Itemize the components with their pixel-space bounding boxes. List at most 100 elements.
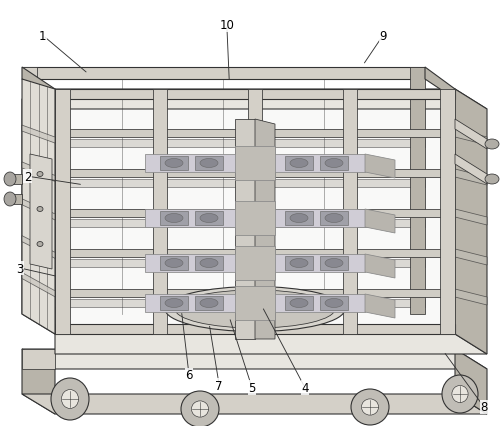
Polygon shape	[22, 126, 55, 144]
Polygon shape	[455, 249, 487, 265]
Ellipse shape	[165, 287, 345, 332]
Polygon shape	[455, 289, 487, 305]
Polygon shape	[455, 170, 487, 186]
Ellipse shape	[51, 378, 89, 420]
Text: 6: 6	[185, 368, 193, 381]
Polygon shape	[195, 296, 223, 310]
Polygon shape	[55, 324, 455, 334]
Ellipse shape	[200, 214, 218, 223]
Polygon shape	[55, 130, 455, 138]
Ellipse shape	[4, 193, 16, 207]
Text: 8: 8	[480, 400, 487, 413]
Polygon shape	[55, 289, 455, 297]
Polygon shape	[22, 349, 55, 414]
Polygon shape	[455, 155, 487, 184]
Ellipse shape	[485, 140, 499, 150]
Polygon shape	[22, 68, 425, 80]
Text: 9: 9	[380, 30, 387, 43]
Text: 2: 2	[24, 170, 31, 183]
Ellipse shape	[442, 375, 478, 413]
Polygon shape	[235, 120, 255, 339]
Ellipse shape	[290, 214, 308, 223]
Ellipse shape	[200, 299, 218, 308]
Ellipse shape	[325, 299, 343, 308]
Polygon shape	[285, 157, 313, 170]
Polygon shape	[455, 120, 487, 150]
Polygon shape	[22, 236, 55, 259]
Polygon shape	[195, 157, 223, 170]
Polygon shape	[455, 210, 487, 225]
Ellipse shape	[200, 259, 218, 268]
Ellipse shape	[165, 214, 183, 223]
Ellipse shape	[351, 389, 389, 425]
Ellipse shape	[325, 214, 343, 223]
Polygon shape	[22, 80, 55, 334]
Ellipse shape	[452, 386, 468, 403]
Polygon shape	[22, 140, 425, 148]
Ellipse shape	[325, 159, 343, 168]
Ellipse shape	[181, 391, 219, 426]
Text: 5: 5	[248, 381, 256, 394]
Polygon shape	[22, 349, 487, 369]
Polygon shape	[22, 299, 425, 307]
Polygon shape	[425, 68, 455, 100]
Ellipse shape	[37, 172, 43, 177]
Polygon shape	[365, 294, 395, 318]
Ellipse shape	[165, 259, 183, 268]
Text: 4: 4	[301, 381, 308, 394]
Polygon shape	[285, 296, 313, 310]
Polygon shape	[365, 254, 395, 278]
Ellipse shape	[37, 207, 43, 212]
Polygon shape	[160, 211, 188, 225]
Ellipse shape	[4, 173, 16, 187]
Polygon shape	[160, 157, 188, 170]
Polygon shape	[145, 155, 365, 173]
Polygon shape	[285, 256, 313, 271]
Polygon shape	[55, 90, 70, 334]
Polygon shape	[455, 130, 487, 146]
Polygon shape	[22, 349, 55, 369]
Polygon shape	[55, 210, 455, 218]
Ellipse shape	[192, 401, 209, 417]
Polygon shape	[55, 90, 455, 100]
Polygon shape	[22, 394, 487, 414]
Polygon shape	[55, 90, 455, 334]
Ellipse shape	[37, 242, 43, 247]
Polygon shape	[153, 90, 167, 334]
Polygon shape	[235, 286, 275, 320]
Ellipse shape	[165, 159, 183, 168]
Polygon shape	[145, 254, 365, 272]
Ellipse shape	[290, 259, 308, 268]
Polygon shape	[22, 180, 425, 187]
Ellipse shape	[165, 299, 183, 308]
Ellipse shape	[485, 175, 499, 184]
Polygon shape	[343, 90, 357, 334]
Polygon shape	[22, 219, 425, 227]
Polygon shape	[10, 175, 22, 184]
Polygon shape	[235, 201, 275, 236]
Polygon shape	[195, 256, 223, 271]
Polygon shape	[160, 296, 188, 310]
Polygon shape	[145, 210, 365, 227]
Polygon shape	[22, 199, 55, 220]
Polygon shape	[22, 90, 55, 334]
Polygon shape	[145, 294, 365, 312]
Polygon shape	[55, 249, 455, 257]
Polygon shape	[320, 256, 348, 271]
Polygon shape	[285, 211, 313, 225]
Polygon shape	[55, 170, 455, 178]
Polygon shape	[55, 90, 487, 110]
Text: 7: 7	[216, 379, 223, 392]
Ellipse shape	[290, 159, 308, 168]
Polygon shape	[22, 273, 55, 297]
Ellipse shape	[361, 399, 379, 415]
Polygon shape	[320, 296, 348, 310]
Polygon shape	[160, 256, 188, 271]
Ellipse shape	[290, 299, 308, 308]
Ellipse shape	[325, 259, 343, 268]
Polygon shape	[455, 90, 487, 354]
Polygon shape	[235, 246, 275, 280]
Polygon shape	[320, 211, 348, 225]
Text: 1: 1	[39, 30, 46, 43]
Polygon shape	[410, 68, 425, 314]
